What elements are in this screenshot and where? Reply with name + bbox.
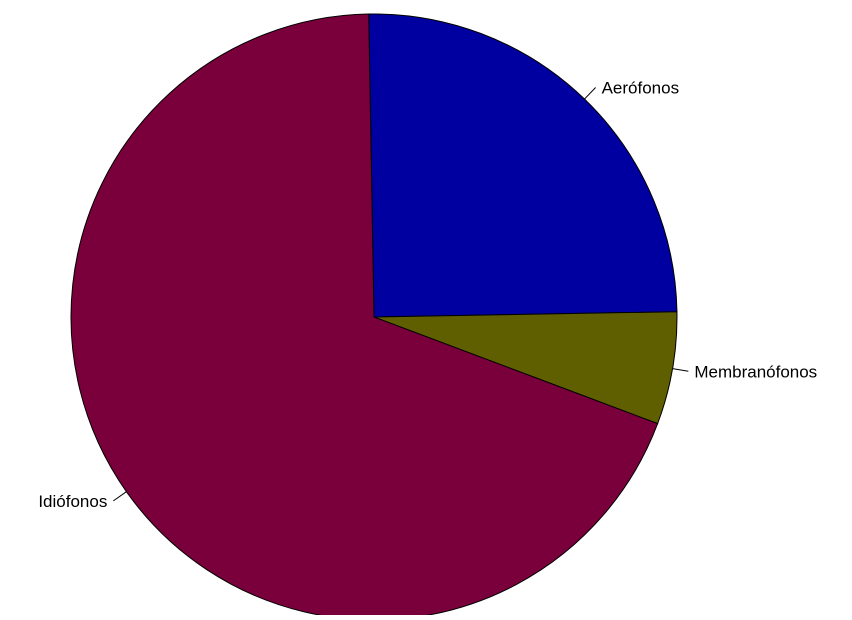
pie-label-membranófonos: Membranófonos (694, 362, 817, 381)
pie-slice-idiófonos (70, 13, 659, 620)
pie-label-tick-aerófonos (584, 87, 596, 100)
pie-label-aerófonos: Aerófonos (602, 79, 680, 98)
pie-slice-aerófonos (368, 13, 678, 318)
pie-labels: Aerófonos Membranófonos Idiófonos (38, 79, 817, 511)
pie-slices (70, 13, 678, 620)
pie-label-tick-idiófonos (113, 491, 127, 502)
pie-label-tick-membranófonos (672, 368, 689, 372)
pie-label-idiófonos: Idiófonos (38, 492, 107, 511)
